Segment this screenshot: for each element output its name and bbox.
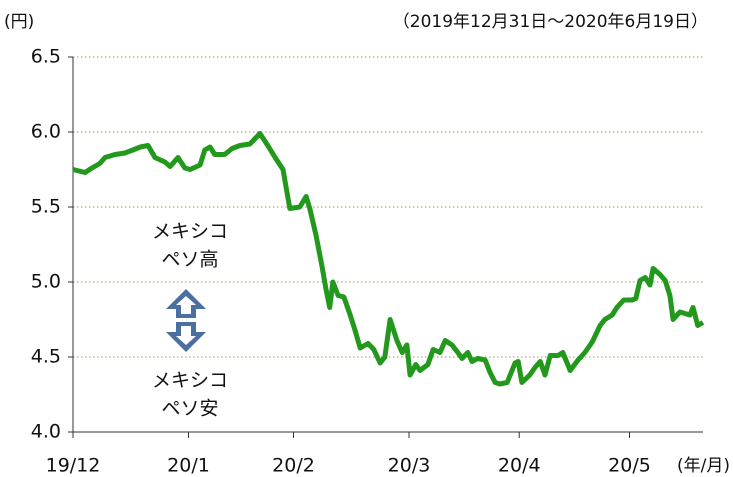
y-tick-label: 6.5 <box>31 46 61 68</box>
x-unit-label: (年/月) <box>677 456 730 476</box>
y-tick-label: 4.0 <box>31 421 61 443</box>
data-line <box>72 131 705 387</box>
y-tick-label: 5.0 <box>31 271 61 293</box>
x-tick-label: 20/2 <box>272 455 315 477</box>
subtitle: （2019年12月31日～2020年6月19日） <box>393 12 708 32</box>
annotation: メキシコ <box>152 221 228 243</box>
y-tick-label: 4.5 <box>31 346 61 368</box>
x-tick-label: 20/1 <box>167 455 210 477</box>
x-tick-label: 20/5 <box>608 455 651 477</box>
annotation: ペソ高 <box>161 249 218 271</box>
y-tick-label: 6.0 <box>31 121 61 143</box>
x-tick-label: 20/3 <box>388 455 431 477</box>
x-tick-label: 19/12 <box>46 455 101 477</box>
annotation: ペソ安 <box>161 398 218 420</box>
unit-label: (円) <box>4 12 34 32</box>
double-arrow <box>166 289 206 352</box>
annotation: メキシコ <box>152 370 228 392</box>
y-tick-label: 5.5 <box>31 196 61 218</box>
x-tick-label: 20/4 <box>498 455 541 477</box>
